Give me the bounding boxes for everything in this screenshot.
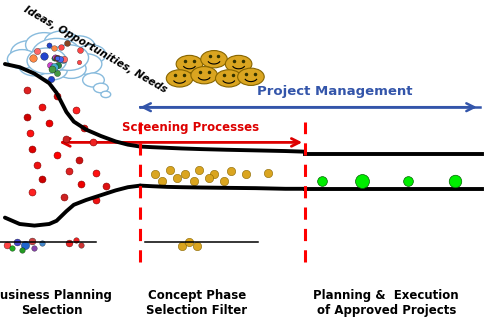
Text: Business Planning
Selection: Business Planning Selection	[0, 289, 112, 317]
Circle shape	[32, 38, 81, 70]
Circle shape	[238, 68, 264, 85]
Text: Ideas, Opportunities, Needs: Ideas, Opportunities, Needs	[22, 5, 169, 95]
Text: Project Management: Project Management	[257, 84, 412, 98]
Circle shape	[27, 48, 66, 74]
Circle shape	[49, 45, 89, 70]
Circle shape	[26, 33, 63, 57]
Circle shape	[225, 55, 252, 73]
Circle shape	[176, 55, 203, 73]
Circle shape	[7, 50, 37, 69]
Circle shape	[83, 73, 104, 87]
Circle shape	[76, 45, 106, 64]
Circle shape	[11, 41, 48, 65]
Circle shape	[62, 36, 95, 57]
Circle shape	[201, 51, 227, 68]
Circle shape	[215, 70, 242, 87]
Circle shape	[93, 83, 108, 93]
Text: Screening Processes: Screening Processes	[122, 121, 259, 134]
Circle shape	[191, 67, 217, 84]
Circle shape	[57, 59, 86, 78]
Circle shape	[19, 55, 50, 76]
Circle shape	[44, 31, 79, 53]
Circle shape	[101, 91, 111, 98]
Circle shape	[166, 70, 193, 87]
Text: Concept Phase
Selection Filter: Concept Phase Selection Filter	[146, 289, 247, 317]
Text: Planning &  Execution
of Approved Projects: Planning & Execution of Approved Project…	[313, 289, 459, 317]
Circle shape	[36, 60, 67, 80]
Circle shape	[70, 54, 102, 74]
